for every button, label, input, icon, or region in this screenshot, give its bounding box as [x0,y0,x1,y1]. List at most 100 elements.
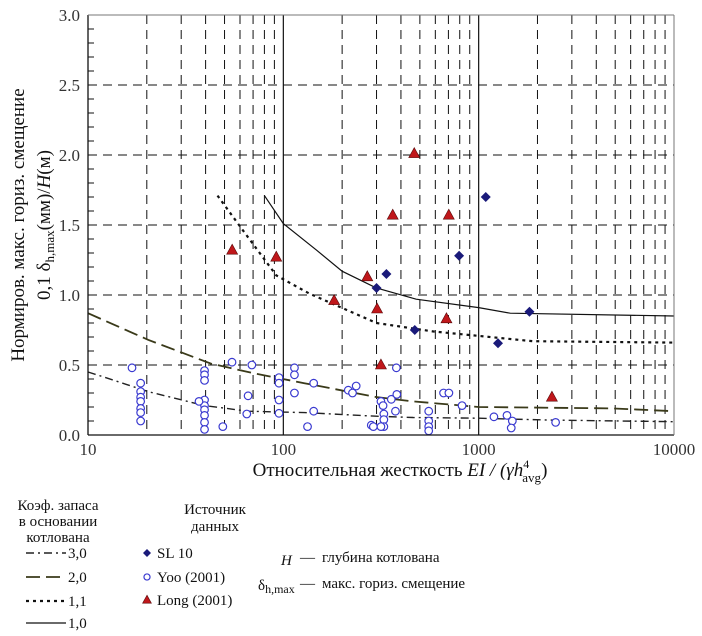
data-point-circle-open [247,360,257,370]
data-point-triangle [226,243,239,255]
data-point-diamond [493,338,504,349]
y-tick-label: 0.0 [59,426,80,445]
data-point-circle-open [274,378,284,388]
data-point-triangle [408,146,421,158]
data-point-circle-open [274,395,284,405]
data-points [127,146,561,436]
curves [87,194,675,423]
data-point-diamond [381,269,392,279]
curve-fs-1-1 [216,194,675,344]
legend-source-label: SL 10 [157,546,193,562]
data-point-circle-open [386,394,396,404]
legend-source-label: Yoo (2001) [157,570,225,586]
data-point-circle-open [551,418,561,427]
curve-fs-2-0 [87,312,675,413]
data-point-circle-open [444,388,454,398]
legend-curves-title-3: котлована [26,530,90,546]
grid [88,15,674,435]
legend-notation: H — глубина котлована δh,max — макс. гор… [258,550,465,596]
x-tick-label: 10 [80,440,97,459]
data-point-circle-open [351,381,361,391]
data-point-triangle [374,358,387,370]
data-point-circle-open [136,416,146,426]
legend-marker-circle-open [143,573,151,581]
legend-curves-title-1: Коэф. запаса [17,498,98,514]
x-tick-label: 100 [271,440,297,459]
legend-curves: Коэф. запаса в основании котлована 3,0 2,… [17,498,98,632]
data-point-circle-open [200,425,209,434]
data-point-triangle [386,208,399,220]
data-point-circle-open [368,422,378,432]
data-point-circle-open [457,401,467,411]
data-point-triangle [361,270,374,282]
data-point-diamond [454,250,465,261]
data-point-triangle [545,390,558,402]
x-axis-label: Относительная жесткость EI / (γh4 avg) [253,457,548,485]
data-point-circle-open [274,408,284,418]
data-point-circle-open [290,388,299,398]
y-tick-label: 0.5 [59,356,80,375]
data-point-circle-open [391,363,401,373]
data-point-circle-open [127,363,137,373]
data-point-circle-open [242,409,252,419]
x-tick-label: 1000 [462,440,496,459]
data-point-circle-open [392,390,402,399]
data-point-circle-open [290,370,299,380]
data-point-circle-open [218,422,228,432]
legend-sources: Источник данных SL 10 Yoo (2001) Long (200… [142,502,247,609]
data-point-diamond [524,306,535,317]
data-point-circle-open [424,406,434,416]
data-point-circle-open [424,426,434,436]
legend-curve-label: 3,0 [68,546,87,562]
data-point-circle-open [194,397,204,406]
data-point-circle-open [506,423,516,433]
data-point-triangle [442,208,455,220]
data-point-circle-open [200,376,209,385]
legend-sources-title-2: данных [191,519,239,535]
notation-text-delta: макс. гориз. смещение [322,576,465,592]
legend-marker-diamond [143,549,151,557]
legend-curve-label: 1,1 [68,594,87,610]
x-tick-label: 10000 [653,440,696,459]
data-point-circle-open [378,401,388,411]
data-point-circle-open [489,412,499,422]
curve-fs-3-0 [87,371,675,423]
notation-text-H: глубина котлована [322,550,440,566]
y-tick-label: 3.0 [59,6,80,25]
data-point-circle-open [303,422,312,432]
data-point-diamond [409,325,420,335]
legend-curves-title-2: в основании [19,514,98,530]
y-tick-label: 2.5 [59,76,80,95]
curve-fs-1-0 [263,195,675,317]
data-point-triangle [328,293,341,305]
data-point-circle-open [243,391,253,401]
notation-symbol-H: H [280,553,293,569]
data-point-circle-open [309,406,319,416]
legend-curve-label: 2,0 [68,570,87,586]
notation-dash-H: — [299,550,316,566]
data-point-circle-open [227,357,237,367]
notation-symbol-delta: δh,max [258,578,295,596]
data-point-circle-open [507,416,517,426]
data-point-triangle [371,302,384,314]
y-tick-label: 1.0 [59,286,80,305]
axes: 0.0 0.5 1.0 1.5 2.0 2.5 3.0 10 100 1000 10000 [59,6,696,459]
data-point-diamond [480,192,491,202]
data-point-diamond [371,283,382,293]
data-point-triangle [440,312,453,324]
data-point-circle-open [309,378,319,388]
data-point-circle-open [136,378,146,388]
notation-dash-delta: — [299,576,316,592]
legend-source-label: Long (2001) [157,593,232,609]
y-axis-label-line2: 0,1 δh,max(мм)/H(м) [34,150,57,300]
data-point-triangle [270,250,283,262]
data-point-circle-open [391,406,400,416]
y-tick-label: 2.0 [59,146,80,165]
y-tick-label: 1.5 [59,216,80,235]
legend-marker-triangle [142,594,152,604]
legend-curve-label: 1,0 [68,616,87,632]
data-point-circle-open [136,408,146,418]
legend-sources-title-1: Источник [184,502,247,518]
data-point-circle-open [502,411,512,420]
